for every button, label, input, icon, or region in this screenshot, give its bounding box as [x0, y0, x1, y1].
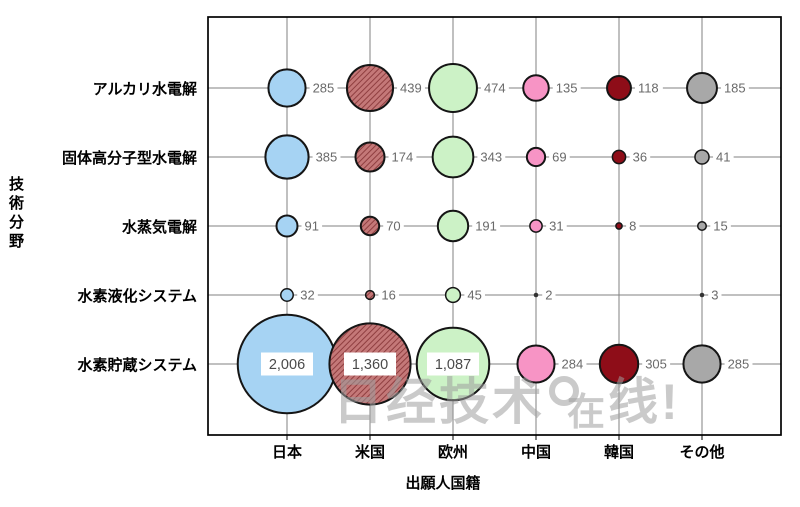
row-label-3: 水素液化システム	[77, 288, 197, 305]
bubble	[522, 74, 550, 102]
bubble-value-label: 41	[716, 150, 730, 165]
bubble	[444, 286, 462, 304]
bubble	[525, 146, 547, 168]
bubble	[428, 63, 478, 113]
bubble-value-label: 118	[638, 81, 659, 96]
bubble	[611, 149, 627, 165]
row-label-0: アルカリ水電解	[92, 81, 197, 98]
bubble	[598, 343, 640, 385]
bubble-value-label: 32	[300, 288, 314, 303]
bubble	[694, 149, 710, 165]
bubble	[275, 214, 299, 238]
bubble-value-label: 70	[386, 219, 400, 234]
bubble	[264, 134, 310, 180]
bubble-value-label: 343	[480, 150, 502, 165]
row-label-4: 水素貯蔵システム	[77, 357, 197, 374]
bubble-value-label: 185	[724, 81, 746, 96]
plot-border	[207, 16, 782, 436]
bubble-value-label: 174	[392, 150, 414, 165]
bubble	[516, 344, 556, 384]
bubble-value-label: 1,087	[435, 357, 471, 373]
bubble-value-label: 191	[475, 219, 497, 234]
bubble-value-label: 284	[562, 357, 584, 372]
bubble-value-label: 8	[629, 219, 636, 234]
bubble	[533, 292, 539, 298]
column-label-0: 日本	[271, 444, 302, 461]
column-label-2: 欧州	[437, 444, 468, 461]
bubble-value-label: 91	[304, 219, 318, 234]
bubble	[529, 219, 543, 233]
bubble-value-label: 1,360	[352, 357, 388, 373]
bubble	[431, 135, 475, 179]
column-label-5: その他	[679, 444, 725, 461]
bubble-value-label: 69	[552, 150, 566, 165]
bubble-value-label: 2,006	[269, 357, 305, 373]
bubble	[345, 63, 395, 113]
bubble-value-label: 31	[549, 219, 563, 234]
bubble	[615, 222, 623, 230]
column-label-1: 米国	[354, 444, 385, 461]
bubble-value-label: 474	[484, 81, 506, 96]
x-axis-title: 出願人国籍	[405, 475, 481, 492]
bubble-value-label: 439	[400, 81, 422, 96]
bubble	[682, 344, 722, 384]
bubble	[696, 220, 708, 232]
bubble-value-label: 135	[556, 81, 578, 96]
bubble	[354, 141, 386, 173]
bubble	[686, 72, 718, 104]
bubble	[606, 75, 632, 101]
bubble	[699, 292, 705, 298]
row-label-2: 水蒸気電解	[121, 219, 197, 236]
bubble-value-labels: 285 439 474 135 118 185 385 174 343 69 36 41 91 70 191…	[261, 79, 753, 376]
bubble-value-label: 305	[645, 357, 667, 372]
bubble-value-label: 16	[381, 288, 395, 303]
column-label-4: 韓国	[603, 444, 634, 461]
y-axis-title: 技術分野	[7, 176, 24, 252]
bubble	[364, 289, 376, 301]
bubble-value-label: 385	[316, 150, 338, 165]
bubble-value-label: 285	[313, 81, 335, 96]
bubble-value-label: 285	[728, 357, 750, 372]
bubble	[280, 288, 294, 302]
bubble-value-label: 2	[545, 288, 552, 303]
bubble	[267, 68, 307, 108]
bubble	[359, 215, 381, 237]
row-label-1: 固体高分子型水電解	[61, 150, 197, 167]
bubble-value-label: 36	[633, 150, 647, 165]
bubble-value-label: 3	[711, 288, 718, 303]
bubble-value-label: 15	[713, 219, 727, 234]
column-label-3: 中国	[520, 444, 551, 461]
bubble-value-label: 45	[467, 288, 481, 303]
bubble	[436, 209, 470, 243]
